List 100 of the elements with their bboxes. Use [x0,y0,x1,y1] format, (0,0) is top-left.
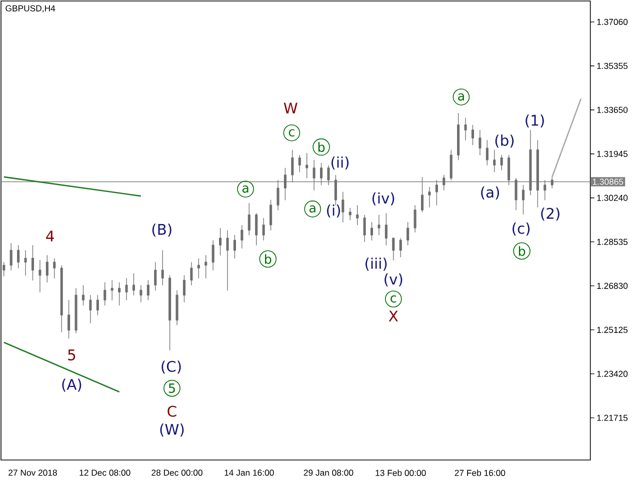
annotation: (a) [481,186,500,200]
annotation: b [265,254,272,264]
x-tick-label: 12 Dec 08:00 [80,470,130,476]
annotation: C [168,406,176,417]
candlestick [60,264,63,332]
annotation: (A) [62,378,82,392]
annotation: (i) [327,204,340,218]
candlestick [262,218,265,241]
candlestick [132,272,135,296]
annotation: X [388,310,398,322]
candlestick [168,274,172,350]
candlestick [233,234,236,259]
x-tick-label: 29 Jan 08:00 [304,470,354,476]
candlestick [24,250,27,276]
annotation: (b) [495,134,514,148]
candlestick [414,204,416,233]
annotation: (v) [384,273,402,286]
candlestick [384,212,388,246]
annotation: (2) [541,208,560,221]
candlestick [457,112,460,160]
annotation: a [242,185,248,193]
candlestick [2,262,6,276]
candlestick [291,150,294,182]
candlestick [478,130,482,156]
annotation: (iii) [366,258,387,271]
x-tick-label: 27 Nov 2018 [8,470,57,476]
x-tick-label: 13 Feb 00:00 [376,470,426,476]
candlestick [320,162,323,186]
candlestick [82,284,85,306]
annotation: 4 [46,230,54,242]
candlestick [248,202,250,236]
candlestick [428,186,431,208]
candlestick [298,154,301,172]
annotation: (W) [160,424,184,437]
y-tick-label: 1.26830 [597,282,628,289]
candlestick [348,208,352,220]
y-tick-label: 1.31945 [597,150,628,157]
candlestick [176,290,178,326]
candlestick [450,150,452,180]
candlestick [544,180,546,200]
candlestick [536,140,539,208]
candlestick [500,154,503,170]
candlestick [161,250,164,286]
candlestick [53,258,56,278]
candlestick [399,238,402,258]
annotation: (ii) [331,156,349,170]
annotation: (iv) [372,192,394,206]
candlestick [204,254,208,278]
candlestick [118,282,121,306]
y-tick-label: 1.30240 [597,194,628,201]
annotation: c [288,129,294,136]
y-tick-label: 1.25125 [597,326,628,333]
candlestick [529,130,532,196]
annotation: (1) [526,114,544,128]
annotation: 5 [168,384,175,393]
candlestick [334,174,337,206]
annotation: W [284,102,298,114]
annotation: 5 [68,350,76,360]
candlestick [197,258,200,278]
candlestick [240,224,244,249]
annotation: b [318,142,325,152]
candlestick [392,238,395,260]
candlestick [442,174,446,190]
candlestick [493,150,496,172]
candlestick [96,294,99,316]
annotation: (C) [162,360,181,374]
candlestick [17,244,20,268]
y-tick-label: 1.37060 [597,18,628,25]
candlestick [74,288,78,334]
candlestick [464,118,467,140]
candlestick [342,192,344,222]
y-tick-label: 1.21715 [597,414,628,421]
candlestick [190,262,193,286]
candlestick [68,300,70,339]
candlestick [89,294,92,324]
candlestick [146,280,150,300]
candlestick [486,140,488,166]
candlestick [104,282,106,306]
candlestick [306,152,308,178]
candlestick [10,242,12,270]
candlestick [406,222,410,246]
candlestick [154,262,157,291]
candlestick [125,278,128,300]
annotation: a [309,205,316,213]
candlestick [370,222,374,241]
candlestick [226,230,229,291]
candlestick [378,214,380,236]
candlestick [522,184,525,214]
annotation: (c) [512,222,530,236]
annotation: c [390,295,396,303]
candlestick [31,244,34,281]
y-tick-label: 1.33650 [597,106,628,113]
candlestick [363,214,366,242]
x-tick-label: 27 Feb 16:00 [454,470,506,476]
candlestick [38,260,42,292]
x-tick-label: 14 Jan 16:00 [224,470,274,476]
annotation: a [458,93,464,101]
candlestick [255,212,258,246]
candlestick [327,164,330,186]
candlestick [356,204,359,226]
